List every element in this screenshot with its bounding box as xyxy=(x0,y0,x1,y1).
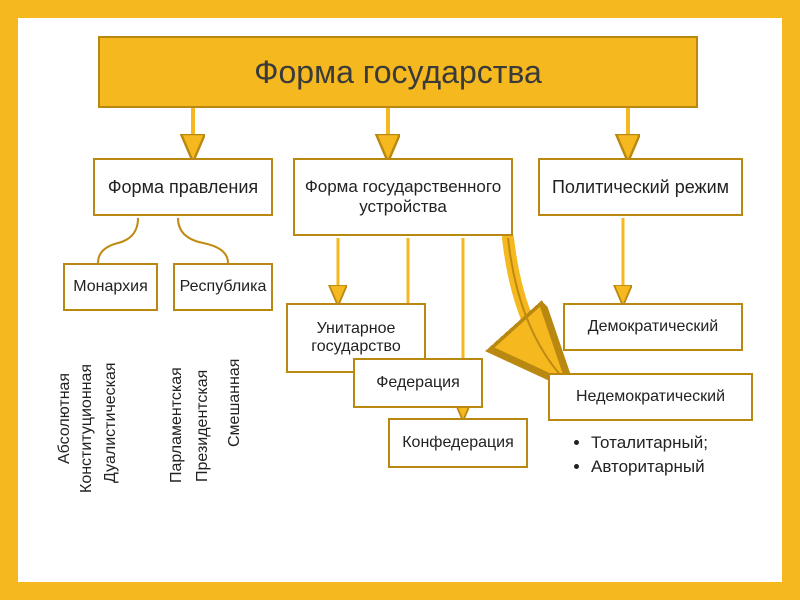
form-rule-label: Форма правления xyxy=(108,177,258,198)
confederation-label: Конфедерация xyxy=(402,434,514,452)
outer-frame: Форма государства Форма правления Форма … xyxy=(0,0,800,600)
parliamentary-label: Парламентская xyxy=(168,368,185,484)
federation-label: Федерация xyxy=(376,374,460,392)
nondem-bullets: Тоталитарный; Авторитарный xyxy=(573,433,763,481)
title-text: Форма государства xyxy=(254,54,542,91)
node-nondemocratic: Недемократический xyxy=(548,373,753,421)
node-federation: Федерация xyxy=(353,358,483,408)
mixed-label: Смешанная xyxy=(226,359,243,447)
constitutional-label: Конституционная xyxy=(78,363,95,492)
node-form-structure: Форма государственного устройства xyxy=(293,158,513,236)
node-monarchy: Монархия xyxy=(63,263,158,311)
inner-frame: Форма государства Форма правления Форма … xyxy=(18,18,782,582)
dualistic-label: Дуалистическая xyxy=(102,363,119,484)
bullet-authoritarian: Авторитарный xyxy=(591,457,763,477)
vtext-dualistic: Дуалистическая xyxy=(102,328,120,518)
vtext-constitutional: Конституционная xyxy=(78,328,96,528)
title-box: Форма государства xyxy=(98,36,698,108)
node-regime: Политический режим xyxy=(538,158,743,216)
vtext-presidential: Президентская xyxy=(194,328,212,523)
vtext-mixed: Смешанная xyxy=(226,328,244,478)
presidential-label: Президентская xyxy=(194,369,211,481)
regime-label: Политический режим xyxy=(552,177,729,198)
absolute-label: Абсолютная xyxy=(56,372,73,463)
node-democratic: Демократический xyxy=(563,303,743,351)
vtext-absolute: Абсолютная xyxy=(56,328,74,508)
democratic-label: Демократический xyxy=(588,318,718,336)
node-form-rule: Форма правления xyxy=(93,158,273,216)
bullet-totalitarian: Тоталитарный; xyxy=(591,433,763,453)
node-republic: Республика xyxy=(173,263,273,311)
form-structure-label: Форма государственного устройства xyxy=(301,177,505,216)
monarchy-label: Монархия xyxy=(73,278,147,296)
vtext-parliamentary: Парламентская xyxy=(168,328,186,523)
unitary-label: Унитарное государство xyxy=(294,320,418,357)
nondemocratic-label: Недемократический xyxy=(576,388,725,406)
node-confederation: Конфедерация xyxy=(388,418,528,468)
republic-label: Республика xyxy=(180,278,267,296)
